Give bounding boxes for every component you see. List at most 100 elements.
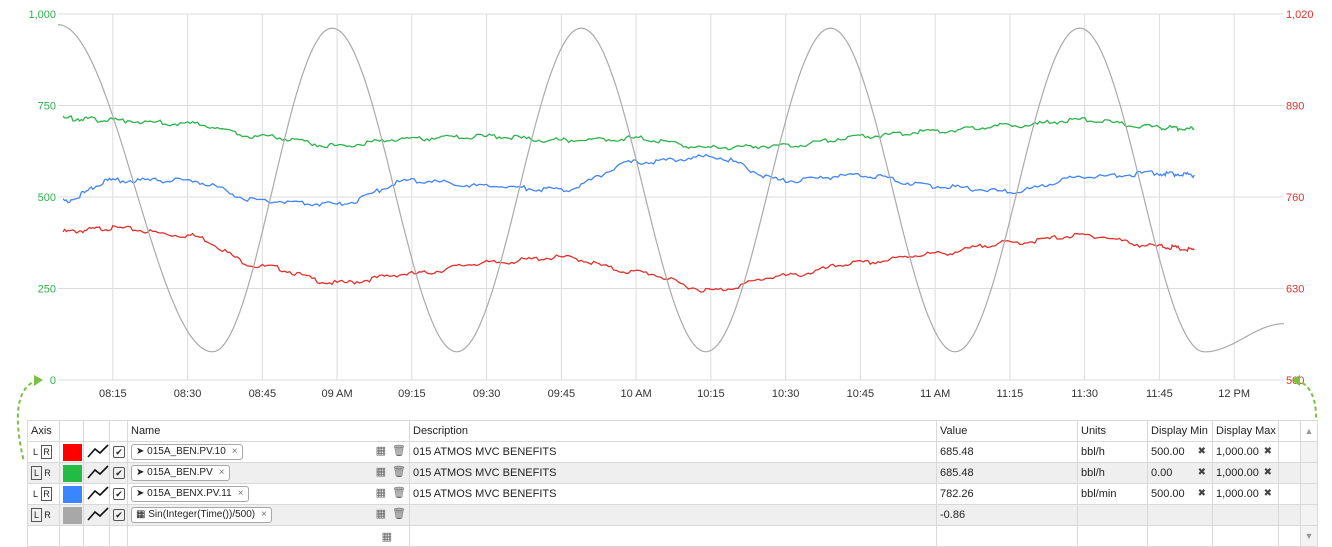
style-cell[interactable] (83, 462, 110, 484)
right-axis-toggle[interactable]: R (41, 487, 52, 501)
trend-line-icon[interactable] (87, 485, 109, 500)
trash-icon[interactable]: 🗑 (392, 466, 406, 478)
remove-x-icon[interactable]: × (237, 488, 244, 499)
checkbox-icon[interactable]: ✔ (113, 446, 125, 458)
calculator-icon[interactable]: ▦ (375, 487, 387, 499)
scrollbar-track[interactable] (1300, 441, 1318, 463)
description-cell: 015 ATMOS MVC BENEFITS (409, 441, 937, 463)
checkbox-icon[interactable]: ✔ (113, 509, 125, 521)
value-header[interactable]: Value (936, 420, 1078, 442)
scroll-up-arrow-icon[interactable]: ▲ (1300, 420, 1318, 442)
display-max-value[interactable]: 1,000.00 (1216, 467, 1259, 479)
style-cell[interactable] (83, 504, 110, 526)
scrollbar-track[interactable] (1300, 504, 1318, 526)
series-line-1[interactable] (62, 224, 1195, 293)
color-swatch[interactable] (63, 443, 82, 461)
left-axis-tick-label: 1,000 (28, 9, 56, 21)
name-cell[interactable]: ➤ 015A_BEN.PV.10 × 🗑 ▦ (127, 441, 410, 463)
color-cell[interactable] (59, 441, 84, 463)
color-cell[interactable] (59, 504, 84, 526)
clear-x-icon[interactable]: ✖ (1197, 446, 1206, 457)
color-swatch[interactable] (63, 506, 82, 524)
color-swatch[interactable] (63, 464, 82, 482)
right-axis-toggle[interactable]: R (41, 445, 52, 459)
remove-x-icon[interactable]: × (218, 467, 225, 478)
calculator-icon[interactable]: ▦ (381, 530, 392, 543)
time-axis-tick-label: 09:30 (473, 388, 501, 400)
trend-line-icon[interactable] (87, 506, 109, 521)
add-series-row[interactable]: ▦ ▼ (27, 525, 1318, 547)
display-max-header[interactable]: Display Max (1212, 420, 1279, 442)
display-min-value[interactable]: 500.00 (1151, 446, 1185, 458)
scrollbar-track[interactable] (1300, 483, 1318, 505)
series-line-4[interactable] (57, 24, 1284, 353)
display-max-cell[interactable]: 1,000.00 ✖ (1212, 462, 1279, 484)
trend-line-icon[interactable] (87, 464, 109, 479)
display-min-value[interactable]: 0.00 (1151, 467, 1173, 479)
remove-x-icon[interactable]: × (261, 509, 267, 520)
name-cell[interactable]: ➤ 015A_BEN.PV × 🗑 ▦ (127, 462, 410, 484)
color-cell[interactable] (59, 462, 84, 484)
display-max-value[interactable]: 1,000.00 (1216, 446, 1259, 458)
visible-cell[interactable]: ✔ (109, 462, 128, 484)
name-cell[interactable]: ➤ 015A_BENX.PV.11 × 🗑 ▦ (127, 483, 410, 505)
series-name-tag[interactable]: ▦ Sin(Integer(Time())/500) × (131, 507, 272, 523)
left-axis-toggle[interactable]: L (32, 489, 38, 499)
description-header[interactable]: Description (409, 420, 937, 442)
table-row[interactable]: L R ✔ ➤ 015A_BEN.PV × 🗑 ▦ 015 ATMOS MVC BENEFIT… (27, 462, 1318, 484)
calculator-icon[interactable]: ▦ (375, 466, 387, 478)
display-min-cell[interactable]: 500.00 ✖ (1147, 483, 1213, 505)
style-cell[interactable] (83, 483, 110, 505)
display-min-header[interactable]: Display Min (1147, 420, 1213, 442)
clear-x-icon[interactable]: ✖ (1263, 446, 1272, 457)
table-row[interactable]: L R ✔ ➤ 015A_BENX.PV.11 × 🗑 ▦ 015 ATMOS MVC BEN… (27, 483, 1318, 505)
scroll-down-arrow-icon[interactable]: ▼ (1300, 525, 1318, 547)
right-axis-toggle[interactable]: R (44, 468, 51, 478)
visible-cell[interactable]: ✔ (109, 483, 128, 505)
remove-x-icon[interactable]: × (231, 446, 238, 457)
value-cell: 782.26 (936, 483, 1078, 505)
display-max-cell[interactable] (1212, 504, 1279, 526)
left-axis-toggle[interactable]: L (31, 466, 42, 480)
display-min-cell[interactable]: 0.00 ✖ (1147, 462, 1213, 484)
calculator-icon[interactable]: ▦ (375, 445, 387, 457)
clear-x-icon[interactable]: ✖ (1263, 467, 1272, 478)
units-header[interactable]: Units (1077, 420, 1148, 442)
axis-header[interactable]: Axis (27, 420, 60, 442)
calculator-icon[interactable]: ▦ (375, 508, 387, 520)
right-axis-toggle[interactable]: R (44, 510, 51, 520)
display-min-cell[interactable]: 500.00 ✖ (1147, 441, 1213, 463)
trash-icon[interactable]: 🗑 (392, 445, 406, 457)
display-max-value[interactable]: 1,000.00 (1216, 488, 1259, 500)
trash-icon[interactable]: 🗑 (392, 508, 406, 520)
display-max-cell[interactable]: 1,000.00 ✖ (1212, 483, 1279, 505)
visible-cell[interactable]: ✔ (109, 504, 128, 526)
style-cell[interactable] (83, 441, 110, 463)
color-swatch[interactable] (63, 485, 82, 503)
display-min-cell[interactable] (1147, 504, 1213, 526)
series-name-tag[interactable]: ➤ 015A_BEN.PV.10 × (131, 444, 243, 460)
series-name-tag[interactable]: ➤ 015A_BENX.PV.11 × (131, 486, 249, 502)
visible-cell[interactable]: ✔ (109, 441, 128, 463)
checkbox-icon[interactable]: ✔ (113, 488, 125, 500)
left-axis-toggle[interactable]: L (32, 447, 38, 457)
left-axis-toggle[interactable]: L (31, 508, 42, 522)
right-axis-tick-label: 1,020 (1286, 9, 1314, 21)
table-row[interactable]: L R ✔ ▦ Sin(Integer(Time())/500) × 🗑 ▦ -0.86 (27, 504, 1318, 526)
clear-x-icon[interactable]: ✖ (1197, 488, 1206, 499)
series-name-tag[interactable]: ➤ 015A_BEN.PV × (131, 465, 230, 481)
clear-x-icon[interactable]: ✖ (1197, 467, 1206, 478)
scrollbar-track[interactable] (1300, 462, 1318, 484)
clear-x-icon[interactable]: ✖ (1263, 488, 1272, 499)
add-formula-cell[interactable]: ▦ (127, 525, 410, 547)
table-row[interactable]: L R ✔ ➤ 015A_BEN.PV.10 × 🗑 ▦ 015 ATMOS MVC BENE… (27, 441, 1318, 463)
color-cell[interactable] (59, 483, 84, 505)
display-max-cell[interactable]: 1,000.00 ✖ (1212, 441, 1279, 463)
trash-icon[interactable]: 🗑 (392, 487, 406, 499)
name-header[interactable]: Name (127, 420, 410, 442)
name-cell[interactable]: ▦ Sin(Integer(Time())/500) × 🗑 ▦ (127, 504, 410, 526)
checkbox-icon[interactable]: ✔ (113, 467, 125, 479)
trend-line-icon[interactable] (87, 443, 109, 458)
display-min-value[interactable]: 500.00 (1151, 488, 1185, 500)
